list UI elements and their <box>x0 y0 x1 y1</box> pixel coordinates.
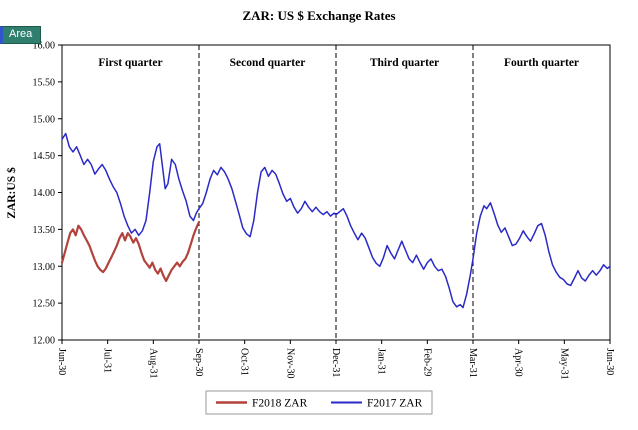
chart-title: ZAR: US $ Exchange Rates <box>242 8 395 23</box>
y-tick-label: 12.00 <box>33 336 56 347</box>
y-tick-label: 16.00 <box>33 41 56 52</box>
x-tick-label: Jul-31 <box>102 348 113 373</box>
x-tick-label: Aug-31 <box>147 348 158 379</box>
x-tick-label: Sep-30 <box>193 348 204 376</box>
area-button[interactable]: Area <box>0 26 42 44</box>
y-tick-label: 14.00 <box>33 188 56 199</box>
legend-label-f2017: F2017 ZAR <box>367 398 423 410</box>
x-tick-label: Apr-30 <box>513 348 524 377</box>
x-tick-label: Nov-30 <box>284 348 295 379</box>
y-tick-label: 14.50 <box>33 151 56 162</box>
y-tick-label: 15.00 <box>33 114 56 125</box>
plot-dynamic-layer: 12.00 12.50 13.00 13.50 14.00 14.50 15.00 15.50… <box>33 41 616 380</box>
y-tick-label: 13.00 <box>33 262 56 273</box>
x-tick-label: Jun-30 <box>56 348 67 375</box>
x-tick-label: Jun-30 <box>604 348 615 375</box>
x-tick-label: May-31 <box>558 348 569 380</box>
quarter-label: Second quarter <box>230 57 306 69</box>
y-axis-title: ZAR:US $ <box>5 167 18 219</box>
legend: F2018 ZAR F2017 ZAR <box>205 390 433 415</box>
series-line-f2017-zar <box>61 132 611 309</box>
x-tick-label: Jan-31 <box>376 348 387 375</box>
y-tick-label: 15.50 <box>33 77 56 88</box>
x-tick-label: Oct-31 <box>239 348 250 376</box>
y-tick-label: 13.50 <box>33 225 56 236</box>
y-tick-label: 12.50 <box>33 299 56 310</box>
legend-box <box>205 390 433 415</box>
x-tick-label: Feb-29 <box>421 348 432 376</box>
legend-label-f2018: F2018 ZAR <box>252 398 308 410</box>
x-tick-label: Mar-31 <box>467 348 478 378</box>
quarter-label: First quarter <box>98 57 162 69</box>
series-line-f2018-zar <box>60 220 201 283</box>
quarter-label: Fourth quarter <box>504 57 579 69</box>
quarter-label: Third quarter <box>370 57 439 69</box>
x-tick-label: Dec-31 <box>330 348 341 377</box>
